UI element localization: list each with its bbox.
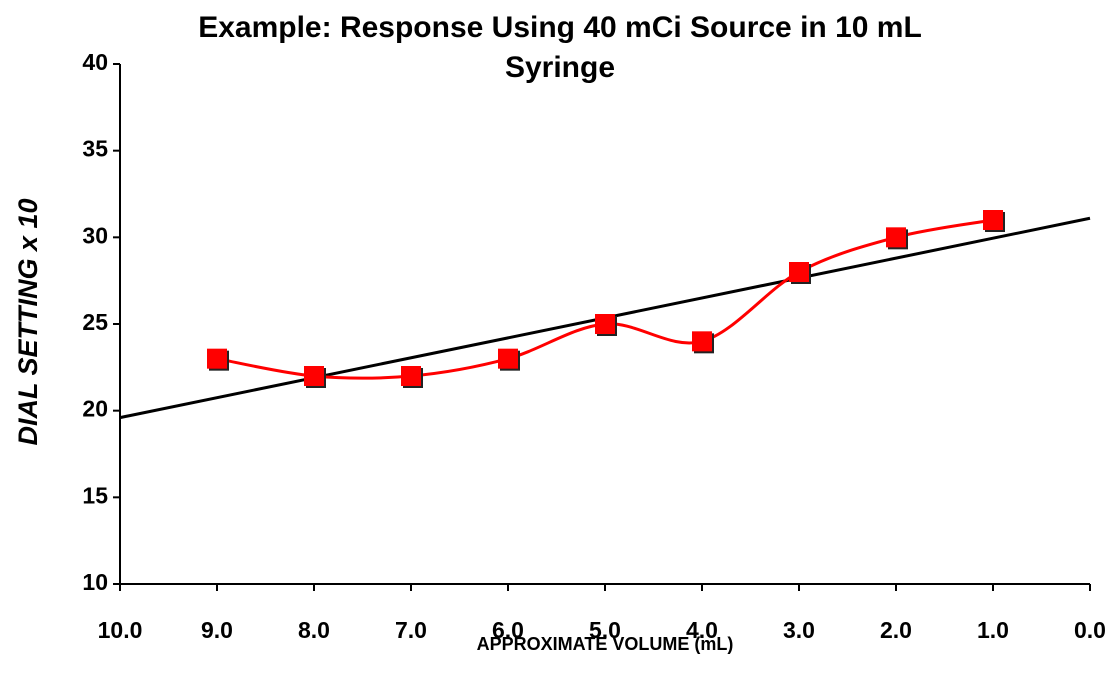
x-tick-label: 2.0 <box>880 617 912 643</box>
y-tick-label: 35 <box>82 136 108 162</box>
marker <box>983 210 1003 230</box>
y-tick-label: 10 <box>82 569 108 595</box>
x-tick-label: 1.0 <box>977 617 1009 643</box>
chart-title: Example: Response Using 40 mCi Source in… <box>198 11 922 84</box>
x-axis-label: APPROXIMATE VOLUME (mL) <box>477 634 734 654</box>
marker <box>595 314 615 334</box>
marker <box>401 366 421 386</box>
marker <box>207 348 227 369</box>
marker <box>692 331 712 352</box>
y-tick-label: 25 <box>82 309 108 335</box>
marker <box>498 348 518 369</box>
y-tick-label: 20 <box>82 396 108 422</box>
marker <box>886 227 906 248</box>
marker <box>789 262 809 282</box>
marker <box>304 366 324 386</box>
x-tick-label: 8.0 <box>298 617 330 643</box>
x-tick-label: 0.0 <box>1074 617 1106 643</box>
y-tick-label: 30 <box>82 222 108 248</box>
x-tick-label: 5.0 <box>589 617 621 643</box>
x-tick-label: 10.0 <box>98 617 143 643</box>
x-tick-label: 7.0 <box>395 617 427 643</box>
y-axis-label: DIAL SETTING x 10 <box>13 198 43 445</box>
x-tick-label: 9.0 <box>201 617 233 643</box>
y-tick-label: 15 <box>82 482 108 508</box>
x-tick-label: 4.0 <box>686 617 718 643</box>
y-tick-label: 40 <box>82 49 108 75</box>
x-tick-label: 6.0 <box>492 617 524 643</box>
series-line <box>216 218 994 380</box>
x-tick-label: 3.0 <box>783 617 815 643</box>
